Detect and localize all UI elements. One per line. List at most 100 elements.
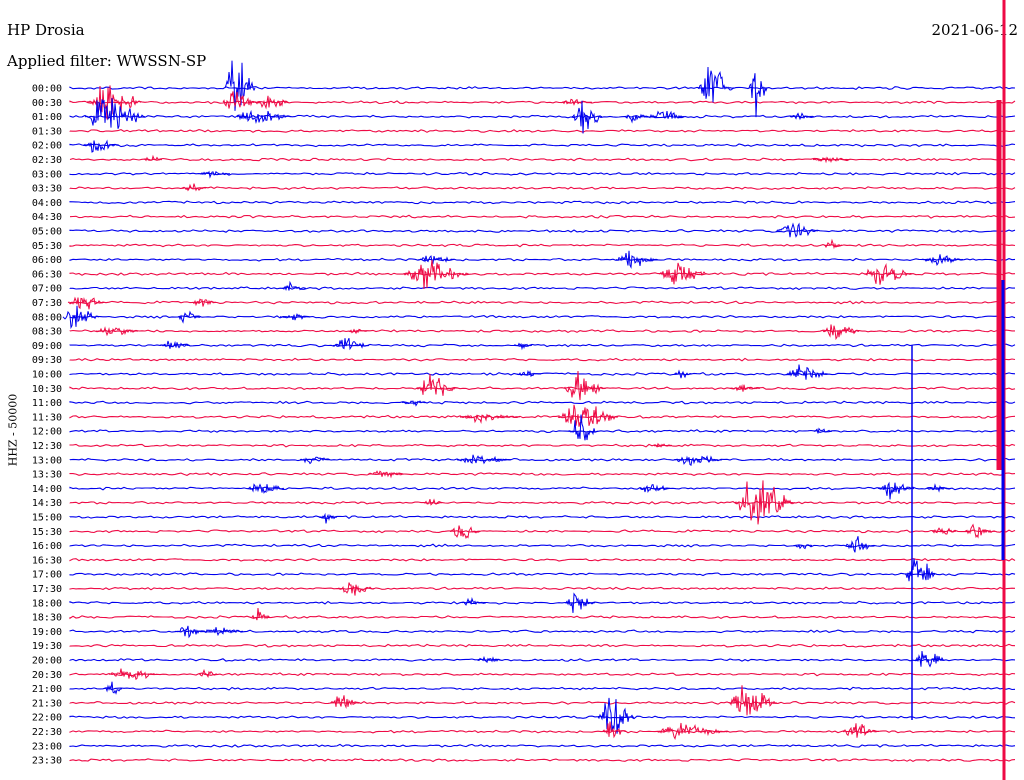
time-label: 16:30 [32,555,62,566]
seismic-event [653,442,673,448]
time-label: 03:00 [32,169,62,180]
trace-line [69,700,1016,705]
time-label: 05:00 [32,227,62,238]
trace-line [69,615,1015,620]
seismic-event [175,625,206,639]
seismic-event [159,340,191,349]
seismic-event [401,400,426,407]
seismic-event [237,109,292,125]
trace-line [69,186,1016,191]
trace-line [69,529,1016,534]
trace-line [69,200,1016,205]
seismic-event [729,384,761,392]
time-label: 14:30 [32,498,62,509]
time-label: 18:00 [32,598,62,609]
seismic-event [601,721,626,739]
trace-line [69,157,1016,162]
trace-line [69,286,1015,291]
seismic-event [191,298,217,307]
seismic-event [674,369,693,379]
trace-line [69,371,1016,376]
trace-line [69,386,1016,391]
seismic-event [814,427,833,434]
seismic-event [332,338,370,351]
seismic-event [247,483,284,494]
seismic-event [417,255,455,265]
time-label-group: 00:00 00:30 01:00 01:30 02:00 02:30 03:00 03:30… [32,84,62,767]
seismic-event [67,296,104,310]
seismic-event [823,238,843,250]
time-label: 16:00 [32,541,62,552]
seismic-event [697,66,735,103]
seismic-event [931,527,956,535]
seismic-event [281,280,306,292]
time-label: 05:30 [32,241,62,252]
trace-line [69,214,1016,219]
seismic-event [623,113,649,124]
time-label: 07:30 [32,298,62,309]
seismic-event [877,481,915,500]
trace-line [69,443,1016,448]
seismic-event [459,413,521,424]
seismic-event [647,110,685,119]
seismic-event [728,685,778,716]
time-label: 15:00 [32,513,62,524]
trace-line [69,114,1016,119]
trace-line [69,643,1016,648]
time-label: 11:00 [32,398,62,409]
seismic-event [86,85,142,120]
trace-line [69,229,1016,233]
trace-line [69,414,1016,419]
time-label: 12:00 [32,427,62,438]
trace-line [69,500,1016,505]
time-label: 18:30 [32,613,62,624]
seismic-event [904,558,936,582]
seismic-event [423,498,442,506]
seismic-event [476,655,502,664]
trace-line [69,486,1016,491]
time-label: 07:00 [32,284,62,295]
trace-line [69,543,1016,548]
seismic-event [318,512,338,524]
seismic-event [257,95,289,110]
seismic-event [84,98,145,129]
seismic-event [299,456,330,465]
trace-line [69,586,1016,591]
seismic-event [812,156,849,164]
time-label: 03:30 [32,184,62,195]
time-label: 04:00 [32,198,62,209]
time-label: 08:30 [32,327,62,338]
trace-line [69,457,1016,462]
seismic-event [615,250,659,269]
time-label: 22:30 [32,727,62,738]
time-label: 20:00 [32,656,62,667]
trace-line [69,357,1016,362]
seismic-event [199,170,230,179]
seismic-event [748,73,768,118]
seismic-event [200,627,244,637]
seismic-event [734,480,796,525]
trace-line [69,429,1016,434]
time-label: 15:30 [32,527,62,538]
trace-line [69,515,1016,520]
seismic-event [367,470,405,479]
time-label: 09:30 [32,355,62,366]
time-label: 02:00 [32,141,62,152]
trace-line [69,715,1016,720]
seismic-event [597,697,634,734]
applied-filter: Applied filter: WWSSN-SP [7,52,207,70]
time-label: 06:30 [32,269,62,280]
time-label: 13:00 [32,455,62,466]
time-label: 17:00 [32,570,62,581]
seismic-event [789,112,815,121]
seismic-event [329,695,361,709]
seismic-event [176,310,201,324]
seismic-event [251,607,270,621]
trace-line [69,472,1016,477]
trace-line [69,686,1016,691]
seismic-event [109,668,158,681]
record-date: 2021-06-12 [931,21,1018,39]
trace-line [69,86,1016,91]
station-name: HP Drosia [7,21,85,39]
